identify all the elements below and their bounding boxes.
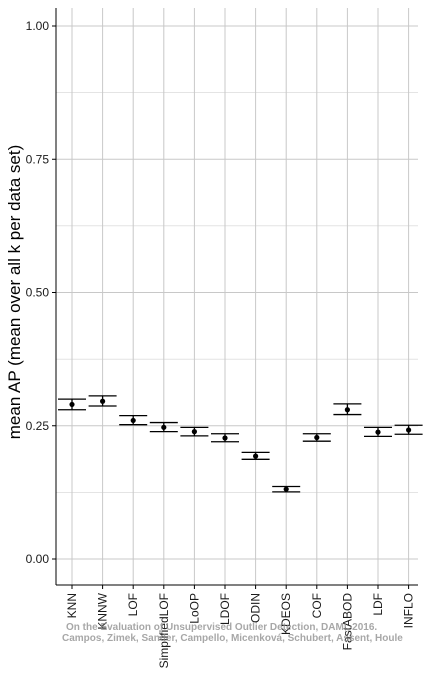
watermark-line-1: On the Evaluation of Unsupervised Outlie… [66,622,377,633]
x-tick-label-simplifiedlof: SimplifiedLOF [157,593,171,668]
x-tick-label-knn: KNN [65,593,79,618]
x-tick-label-knnw: KNNW [96,592,110,629]
x-tick-label-ldf: LDF [371,593,385,616]
y-tick-label: 1.00 [26,19,50,33]
watermark-line-2: Campos, Zimek, Sander, Campello, Micenko… [62,633,403,644]
mean-point-ldf [375,429,381,435]
mean-point-lof [130,417,136,424]
mean-point-odin [253,453,259,459]
mean-point-loop [191,429,197,435]
y-axis-title: mean AP (mean over all k per data set) [5,145,24,440]
mean-point-simplifiedlof [161,424,167,430]
label-layer: 0.00 0.25 0.50 0.75 1.00 KNN KNNW LOF Simplified… [26,19,416,668]
mark-layer [58,395,423,493]
x-tick-label-inflo: INFLO [402,593,416,628]
mean-point-knn [69,401,75,408]
y-tick-label: 0.25 [26,419,50,433]
mean-point-kdeos [283,486,289,492]
plot-panel-background [56,8,418,585]
mean-point-cof [314,434,320,441]
x-tick-label-odin: ODIN [249,593,263,623]
x-tick-label-fastabod: FastABOD [340,593,354,651]
y-tick-label: 0.50 [26,286,50,300]
x-tick-label-lof: LOF [126,593,140,616]
x-tick-label-cof: COF [310,593,324,618]
mean-point-knnw [100,398,106,404]
y-tick-label: 0.75 [26,152,50,166]
mean-point-ldof [222,435,228,441]
mean-point-fastabod [344,407,350,413]
x-tick-label-loop: LoOP [187,593,201,624]
grid-layer [56,8,418,585]
x-tick-label-kdeos: KDEOS [279,593,293,635]
mean-point-inflo [406,427,412,433]
axis-layer [52,8,418,589]
watermark: On the Evaluation of Unsupervised Outlie… [62,622,403,644]
y-tick-label: 0.00 [26,552,50,566]
x-tick-label-ldof: LDOF [218,593,232,625]
